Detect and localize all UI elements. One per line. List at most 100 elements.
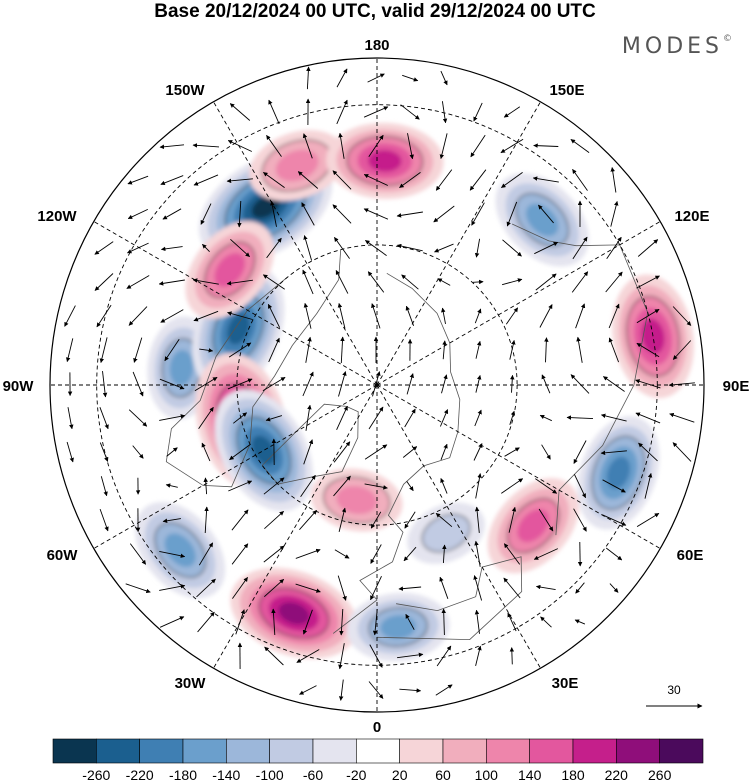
wind-arrow (262, 376, 286, 392)
wind-arrow (299, 685, 317, 695)
wind-arrow (336, 68, 348, 88)
wind-arrow (162, 208, 182, 220)
colorbar-tick-label: -180 (169, 767, 197, 783)
wind-arrow (132, 445, 144, 459)
wind-arrow (442, 340, 447, 360)
wind-arrow (301, 202, 315, 226)
wind-arrow (133, 337, 143, 363)
wind-arrow (200, 203, 212, 225)
wind-arrow (297, 171, 319, 189)
meridian-line (93, 384, 378, 549)
wind-arrow (502, 239, 522, 257)
wind-reference-value: 30 (667, 683, 681, 697)
map-border (49, 57, 705, 713)
anomaly-contour (606, 456, 631, 490)
wind-arrow (510, 374, 515, 393)
wind-arrow (232, 577, 248, 599)
anomaly-center-7 (326, 122, 444, 199)
wind-arrow (535, 273, 557, 291)
anomaly-contour (380, 615, 417, 639)
wind-arrow (573, 474, 587, 499)
wind-arrow (439, 409, 449, 427)
wind-arrow (506, 201, 518, 227)
meridian-line (213, 101, 378, 386)
wind-arrow (435, 169, 453, 191)
anomaly-contour (368, 149, 402, 172)
anomaly-contour (214, 252, 246, 287)
wind-arrow (303, 439, 314, 465)
wind-arrow (368, 134, 384, 158)
wind-arrow (472, 279, 484, 285)
wind-arrow (303, 302, 312, 329)
wind-arrow (303, 235, 313, 261)
wind-arrow (368, 406, 384, 430)
wind-arrow (474, 609, 480, 634)
wind-arrow (500, 138, 524, 154)
wind-arrow (128, 306, 148, 326)
wind-arrow (231, 543, 249, 565)
wind-reference-vector: 30 (646, 683, 703, 709)
longitude-label-180: 180 (364, 37, 389, 54)
colorbar-tick-label: 260 (648, 767, 672, 783)
wind-arrow (404, 511, 416, 529)
height-contour-line (323, 476, 391, 524)
wind-arrow (474, 506, 480, 533)
wind-arrow (405, 613, 415, 630)
wind-arrow (306, 66, 311, 90)
wind-arrow (541, 444, 551, 460)
wind-arrow (509, 410, 516, 425)
wind-arrow (474, 540, 481, 567)
longitude-label-150w: 150W (165, 82, 205, 99)
wind-arrow (295, 583, 321, 593)
wind-arrow (369, 644, 383, 668)
colorbar-tick-label: -260 (82, 767, 110, 783)
wind-arrow (299, 509, 317, 530)
wind-arrow (199, 348, 214, 353)
wind-arrow (538, 508, 554, 532)
wind-arrow (475, 473, 482, 499)
longitude-label-30e: 30E (552, 675, 579, 692)
colorbar-swatch (96, 738, 140, 764)
wind-arrow (672, 306, 692, 326)
wind-arrow (67, 407, 74, 430)
wind-arrow (262, 274, 285, 290)
wind-arrow (338, 132, 345, 159)
colorbar-swatch (226, 738, 270, 764)
anomaly-contour (336, 485, 378, 515)
wind-arrow (533, 548, 558, 560)
wind-vectors (64, 66, 695, 701)
wind-arrow (399, 172, 421, 188)
wind-arrow (204, 506, 209, 534)
wind-arrow (504, 447, 520, 457)
wind-arrow (229, 103, 251, 121)
wind-arrow (300, 474, 316, 497)
height-contour-line (204, 241, 256, 299)
wind-arrow (576, 336, 583, 363)
colorbar-tick-label: 100 (475, 767, 499, 783)
wind-arrow (474, 409, 482, 427)
wind-arrow (507, 612, 517, 632)
wind-arrow (302, 269, 314, 295)
wind-arrow (503, 106, 521, 118)
wind-arrow (402, 74, 419, 82)
wind-arrow (192, 143, 220, 148)
wind-arrow (509, 647, 515, 665)
colorbar-tick-label: 180 (561, 767, 585, 783)
wind-arrow (608, 337, 620, 363)
wind-arrow (202, 243, 210, 253)
wind-arrow (372, 609, 378, 636)
wind-arrow (397, 652, 424, 659)
wind-arrow (339, 608, 344, 636)
wind-arrow (367, 73, 385, 83)
wind-arrow (404, 408, 416, 428)
wind-arrow (644, 472, 653, 499)
wind-arrow (475, 645, 482, 667)
wind-arrow (508, 506, 517, 533)
wind-arrow (474, 238, 481, 258)
height-contour-line (515, 192, 570, 247)
wind-arrow (610, 167, 617, 193)
wind-arrow (227, 378, 253, 390)
colorbar-swatch (442, 738, 487, 764)
wind-arrow (636, 513, 660, 527)
height-contour-line (368, 607, 428, 647)
